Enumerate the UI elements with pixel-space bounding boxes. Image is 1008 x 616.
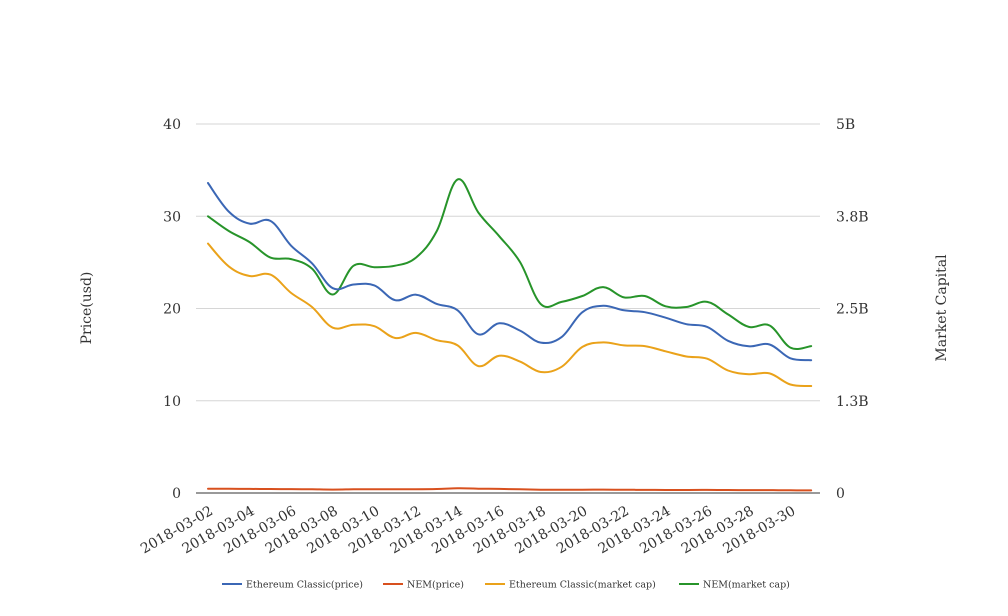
left-axis-ticks: 0 10 20 30 40 [163, 117, 181, 502]
series-line-nem-price [207, 487, 813, 492]
legend-item[interactable]: NEM(market cap) [679, 580, 790, 591]
y-right-tick-label: 5B [836, 117, 855, 133]
y-left-tick-label: 0 [172, 486, 181, 502]
x-axis-ticks: 2018-03-022018-03-042018-03-062018-03-08… [138, 503, 798, 557]
y-left-tick-label: 30 [163, 209, 181, 225]
series-lines [207, 178, 813, 492]
legend-item[interactable]: Ethereum Classic(price) [222, 580, 363, 591]
legend-label: NEM(price) [407, 580, 464, 591]
y-left-tick-label: 10 [163, 394, 181, 410]
y-left-tick-label: 40 [163, 117, 181, 133]
legend-label: Ethereum Classic(market cap) [509, 580, 656, 591]
y-axis-left-title: Price(usd) [79, 272, 95, 345]
y-right-tick-label: 0 [836, 486, 845, 502]
legend[interactable]: Ethereum Classic(price) NEM(price) Ethereu… [222, 580, 790, 591]
legend-label: Ethereum Classic(price) [246, 580, 363, 591]
series-line-nem-market-cap [207, 178, 813, 350]
y-right-tick-label: 2.5B [836, 302, 869, 318]
y-right-tick-label: 1.3B [836, 394, 869, 410]
legend-label: NEM(market cap) [703, 580, 790, 591]
series-line-ethereum-classic-market-cap [207, 242, 813, 387]
series-line-ethereum-classic-price [207, 182, 813, 362]
right-axis-ticks: 0 1.3B 2.5B 3.8B 5B [836, 117, 869, 502]
y-right-tick-label: 3.8B [836, 209, 869, 225]
legend-item[interactable]: NEM(price) [383, 580, 464, 591]
legend-item[interactable]: Ethereum Classic(market cap) [485, 580, 656, 591]
y-axis-right-title: Market Capital [934, 254, 950, 362]
y-left-tick-label: 20 [163, 302, 181, 318]
grid-lines [196, 123, 820, 494]
